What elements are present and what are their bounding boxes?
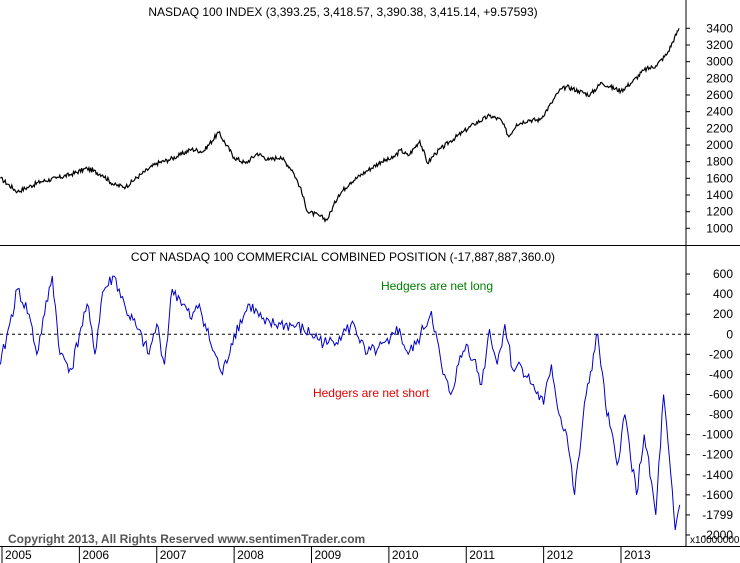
- nasdaq-y-tick-label: 2400: [706, 105, 733, 119]
- nasdaq-y-tick-label: 3000: [706, 55, 733, 69]
- cot-y-tick-label: 200: [713, 307, 733, 321]
- cot-y-tick-label: -600: [709, 387, 733, 401]
- x-tick-label: 2005: [5, 548, 32, 562]
- copyright-footer: Copyright 2013, All Rights Reserved www.…: [8, 532, 365, 546]
- cot-y-ticks: 600 400 200 0 -200 -400 -600 -800 -1000 -1200 -140…: [686, 267, 733, 542]
- x-tick-label: 2011: [469, 548, 495, 562]
- nasdaq-y-tick-label: 1200: [706, 205, 733, 219]
- nasdaq-y-tick-label: 1800: [706, 155, 733, 169]
- nasdaq-panel: NASDAQ 100 INDEX (3,393.25, 3,418.57, 3,…: [0, 0, 733, 245]
- x-tick-label: 2006: [82, 548, 109, 562]
- cot-y-tick-label: -1400: [702, 468, 733, 482]
- cot-y-tick-label: -1799: [702, 508, 733, 522]
- nasdaq-y-tick-label: 3400: [706, 21, 733, 35]
- nasdaq-y-ticks: 1000 1200 1400 1600 1800 2000 2200 2400 2600 2800…: [686, 21, 733, 235]
- nasdaq-y-tick-label: 2200: [706, 121, 733, 135]
- nasdaq-y-tick-label: 3200: [706, 38, 733, 52]
- nasdaq-series-line: [0, 28, 680, 223]
- annotation-net-short: Hedgers are net short: [313, 386, 430, 400]
- annotation-net-long: Hedgers are net long: [381, 279, 493, 293]
- nasdaq-y-tick-label: 2800: [706, 71, 733, 85]
- x-axis: 2005 2006 2007 2008 2009 2010 2011 2012 2013: [0, 546, 740, 563]
- cot-y-tick-label: 0: [726, 327, 733, 341]
- cot-y-tick-label: -800: [709, 408, 733, 422]
- cot-y-tick-label: -400: [709, 367, 733, 381]
- cot-series-line: [0, 275, 681, 531]
- cot-y-tick-label: -1000: [702, 428, 733, 442]
- cot-y-tick-label: 600: [713, 267, 733, 281]
- x-tick-label: 2008: [237, 548, 264, 562]
- x-tick-label: 2007: [160, 548, 187, 562]
- cot-y-tick-label: -1200: [702, 448, 733, 462]
- x-tick-label: 2009: [315, 548, 342, 562]
- y-multiplier-label: x10000000: [690, 535, 740, 546]
- nasdaq-y-tick-label: 1000: [706, 221, 733, 235]
- nasdaq-y-tick-label: 1400: [706, 188, 733, 202]
- cot-panel: COT NASDAQ 100 COMMERCIAL COMBINED POSIT…: [0, 245, 740, 546]
- nasdaq-y-tick-label: 2600: [706, 88, 733, 102]
- nasdaq-y-tick-label: 2000: [706, 138, 733, 152]
- x-tick-label: 2010: [392, 548, 419, 562]
- cot-y-tick-label: 400: [713, 287, 733, 301]
- cot-y-tick-label: -1600: [702, 488, 733, 502]
- x-tick-label: 2012: [547, 548, 574, 562]
- cot-y-tick-label: -2000: [702, 528, 733, 542]
- nasdaq-title: NASDAQ 100 INDEX (3,393.25, 3,418.57, 3,…: [148, 5, 537, 19]
- cot-title: COT NASDAQ 100 COMMERCIAL COMBINED POSIT…: [131, 250, 555, 264]
- x-tick-label: 2013: [624, 548, 651, 562]
- cot-y-tick-label: -200: [709, 347, 733, 361]
- nasdaq-y-tick-label: 1600: [706, 171, 733, 185]
